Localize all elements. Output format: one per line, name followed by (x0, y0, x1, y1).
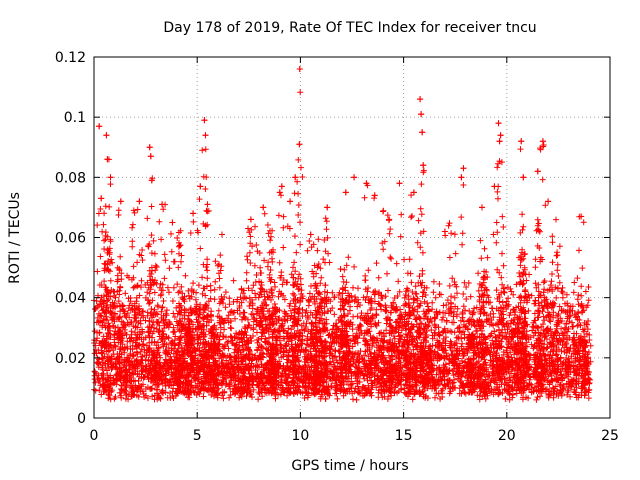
x-tick-label: 15 (395, 428, 413, 444)
roti-peak-point (205, 201, 211, 207)
roti-peak-point (159, 201, 165, 207)
roti-peak-point (497, 138, 503, 144)
y-tick-label: 0.12 (55, 50, 86, 66)
y-tick-label: 0.08 (55, 170, 86, 186)
data-points (91, 66, 594, 403)
roti-chart: Day 178 of 2019, Rate Of TEC Index for r… (0, 0, 640, 480)
x-tick-label: 5 (193, 428, 202, 444)
roti-peak-point (535, 168, 541, 174)
roti-peak-point (496, 120, 502, 126)
roti-peak-point (420, 162, 426, 168)
roti-peak-point (417, 96, 423, 102)
y-axis-label: ROTI / TECUs (7, 192, 23, 284)
roti-peak-point (324, 204, 330, 210)
y-tick-label: 0.04 (55, 291, 86, 307)
roti-peak-point (190, 210, 196, 216)
roti-peak-point (498, 132, 504, 138)
roti-peak-point (343, 189, 349, 195)
y-tick-label: 0 (77, 411, 86, 427)
roti-peak-point (545, 198, 551, 204)
x-tick-label: 25 (601, 428, 619, 444)
roti-peak-point (491, 183, 497, 189)
roti-peak-point (104, 156, 110, 162)
chart-title: Day 178 of 2019, Rate Of TEC Index for r… (163, 20, 536, 36)
roti-peak-point (148, 153, 154, 159)
roti-peak-point (103, 132, 109, 138)
roti-peak-point (248, 216, 254, 222)
roti-peak-point (540, 138, 546, 144)
roti-peak-point (419, 129, 425, 135)
x-axis-label: GPS time / hours (291, 458, 408, 474)
roti-peak-point (96, 123, 102, 129)
roti-peak-point (418, 111, 424, 117)
roti-peak-point (411, 189, 417, 195)
roti-peak-point (118, 198, 124, 204)
roti-peak-point (386, 216, 392, 222)
roti-peak-point (458, 174, 464, 180)
x-tick-label: 0 (90, 428, 99, 444)
roti-peak-point (279, 183, 285, 189)
x-tick-label: 10 (291, 428, 309, 444)
roti-peak-point (442, 228, 448, 234)
roti-peak-point (372, 192, 378, 198)
roti-peak-point (260, 204, 266, 210)
roti-point-cloud (91, 66, 594, 403)
y-tick-label: 0.1 (64, 110, 86, 126)
roti-peak-point (518, 138, 524, 144)
roti-peak-point (287, 198, 293, 204)
roti-peak-point (396, 180, 402, 186)
roti-peak-point (308, 231, 314, 237)
roti-peak-point (197, 183, 203, 189)
roti-peak-point (147, 144, 153, 150)
roti-peak-point (277, 189, 283, 195)
roti-peak-point (296, 141, 302, 147)
roti-peak-point (479, 204, 485, 210)
roti-peak-point (520, 174, 526, 180)
y-tick-label: 0.06 (55, 231, 86, 247)
roti-peak-point (201, 117, 207, 123)
x-tick-label: 20 (498, 428, 516, 444)
roti-peak-point (351, 174, 357, 180)
roti-peak-point (108, 174, 114, 180)
roti-peak-point (136, 198, 142, 204)
roti-peak-point (169, 219, 175, 225)
roti-peak-point (98, 195, 104, 201)
roti-peak-point (297, 66, 303, 72)
y-tick-label: 0.02 (55, 351, 86, 367)
roti-peak-point (202, 132, 208, 138)
roti-peak-point (219, 231, 225, 237)
roti-peak-point (460, 165, 466, 171)
